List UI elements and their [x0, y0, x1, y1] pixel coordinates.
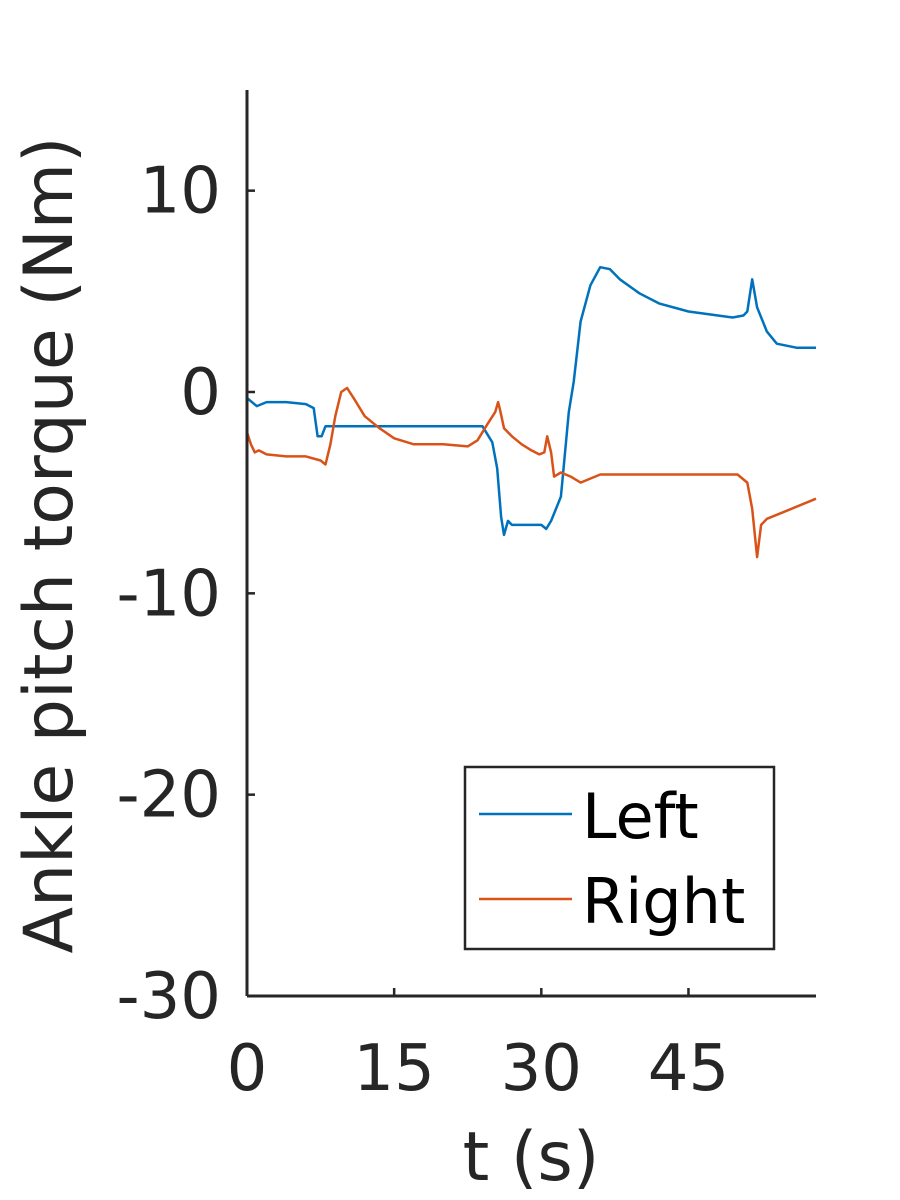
y-tick-label: -20: [116, 759, 221, 833]
x-axis-label: t (s): [463, 1118, 600, 1197]
y-tick-label: 10: [140, 155, 221, 229]
x-tick-label: 30: [501, 1032, 582, 1106]
y-tick-label: -10: [116, 557, 221, 631]
y-axis-label: Ankle pitch torque (Nm): [10, 136, 89, 953]
y-tick-label: -30: [116, 960, 221, 1034]
x-tick-label: 0: [227, 1032, 268, 1106]
legend-label-left: Left: [582, 780, 699, 853]
axes: [245, 90, 816, 998]
tick-labels: -30 -20 -10 0 10 0 15 30 45: [116, 155, 729, 1106]
x-tick-label: 45: [648, 1032, 729, 1106]
series-line-left: [246, 265, 816, 537]
plot-area: [245, 265, 817, 559]
ticks: [245, 189, 690, 998]
legend-label-right: Right: [582, 865, 745, 938]
legend: Left Right: [463, 765, 776, 951]
legend-box: [463, 765, 776, 951]
y-tick-label: 0: [180, 356, 221, 430]
series-line-right: [245, 386, 817, 559]
x-tick-label: 15: [353, 1032, 434, 1106]
